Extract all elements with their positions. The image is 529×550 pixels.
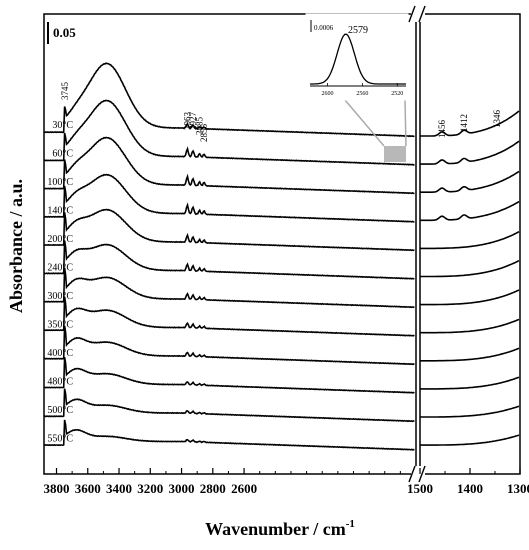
spectrum-trace-left: [43, 208, 415, 252]
peak-label: 1456: [437, 120, 447, 139]
right-plot-frame: [419, 13, 521, 475]
left-plot-frame: [43, 13, 417, 475]
spectrum-trace-left: [43, 419, 415, 451]
peak-label: 3745: [60, 82, 70, 101]
spectrum-trace-left: [43, 356, 415, 394]
spectrum-trace-left: [43, 240, 415, 280]
spectrum-trace-right: [420, 434, 520, 446]
inset-tick-label: 2560: [356, 91, 368, 97]
inset-ticks: 2600 2560 2520: [321, 83, 403, 97]
spectrum-trace-right: [420, 289, 520, 306]
top-axis-break: [408, 5, 426, 23]
x-tick-label: 2800: [200, 481, 226, 496]
highlight-region: [384, 146, 406, 162]
inset-tick-label: 2520: [391, 91, 403, 97]
scale-bar-label: 0.05: [53, 25, 76, 40]
x-tick-label: 1500: [407, 481, 433, 496]
temperature-label: 480°C: [47, 377, 73, 388]
peak-label: 2927: [188, 112, 198, 131]
temperature-labels: 30°C 60°C 100°C 140°C 200°C 240°C 300°C 350°C 40…: [47, 120, 73, 445]
x-axis-title: Wavenumber / cm-1: [205, 518, 355, 539]
spectrum-trace-left: [43, 325, 415, 366]
temperature-label: 400°C: [47, 348, 73, 359]
x-tick-label: 3600: [75, 481, 101, 496]
spectrum-trace-left: [43, 267, 415, 309]
temperature-label: 550°C: [47, 434, 73, 445]
x-axis-ticks: 3800 3600 3400 3200 3000 2800 2600 1500 1400 1300: [44, 468, 529, 496]
spectrum-trace-left: [44, 296, 415, 337]
x-tick-label: 1300: [507, 481, 529, 496]
x-tick-label: 3200: [137, 481, 163, 496]
inset-scale-label: 0.0006: [314, 24, 334, 32]
x-tick-label: 3000: [169, 481, 195, 496]
temperature-label: 60°C: [52, 149, 73, 160]
x-tick-label: 3400: [106, 481, 132, 496]
zoom-line-left: [344, 99, 385, 147]
peak-label: 2885: [195, 117, 205, 136]
inset-peak-label: 2579: [348, 25, 368, 36]
temperature-label: 200°C: [47, 234, 73, 245]
spectrum-trace-left: [43, 62, 415, 138]
x-axis-title-text: Wavenumber / cm: [205, 519, 346, 539]
spectrum-trace-left: [43, 388, 415, 423]
spectrum-trace-right: [420, 259, 520, 278]
spectrum-trace-right: [420, 230, 520, 250]
peak-label: 1412: [459, 114, 469, 132]
spectrum-trace-left: [43, 136, 415, 195]
zoom-line-right: [404, 99, 407, 147]
temperature-label: 30°C: [52, 120, 73, 131]
x-tick-label: 2600: [231, 481, 257, 496]
spectrum-trace-right: [420, 405, 520, 418]
temperature-label: 240°C: [47, 263, 73, 274]
spectrum-trace-right: [420, 318, 520, 334]
temperature-label: 500°C: [47, 405, 73, 416]
temperature-label: 350°C: [47, 320, 73, 331]
x-tick-label: 1400: [457, 481, 483, 496]
y-axis-title: Absorbance / a.u.: [6, 179, 26, 313]
spectrum-trace-left: [43, 173, 415, 223]
spectrum-trace-right: [420, 170, 520, 193]
x-axis-title-superscript: -1: [346, 518, 355, 530]
inset-peak-curve: [310, 33, 406, 85]
spectrum-trace-right: [420, 200, 520, 222]
temperature-label: 140°C: [47, 206, 73, 217]
peak-label: 2856: [199, 124, 209, 143]
temperature-label: 300°C: [47, 291, 73, 302]
inset-plot: 0.0006 2579 2600 2560 2520: [305, 13, 409, 101]
spectrum-trace-right: [420, 110, 520, 137]
peak-label: 2963: [182, 112, 192, 131]
spectrum-trace-left: [43, 99, 415, 166]
temperature-label: 100°C: [47, 177, 73, 188]
bottom-axis-break: [408, 465, 426, 483]
spectrum-trace-right: [420, 140, 520, 165]
peak-label: 1346: [492, 110, 502, 129]
inset-tick-label: 2600: [321, 91, 333, 97]
spectrum-trace-right: [420, 347, 520, 362]
x-tick-label: 3800: [44, 481, 70, 496]
spectra-traces: [43, 62, 520, 451]
spectrum-trace-right: [420, 376, 520, 390]
